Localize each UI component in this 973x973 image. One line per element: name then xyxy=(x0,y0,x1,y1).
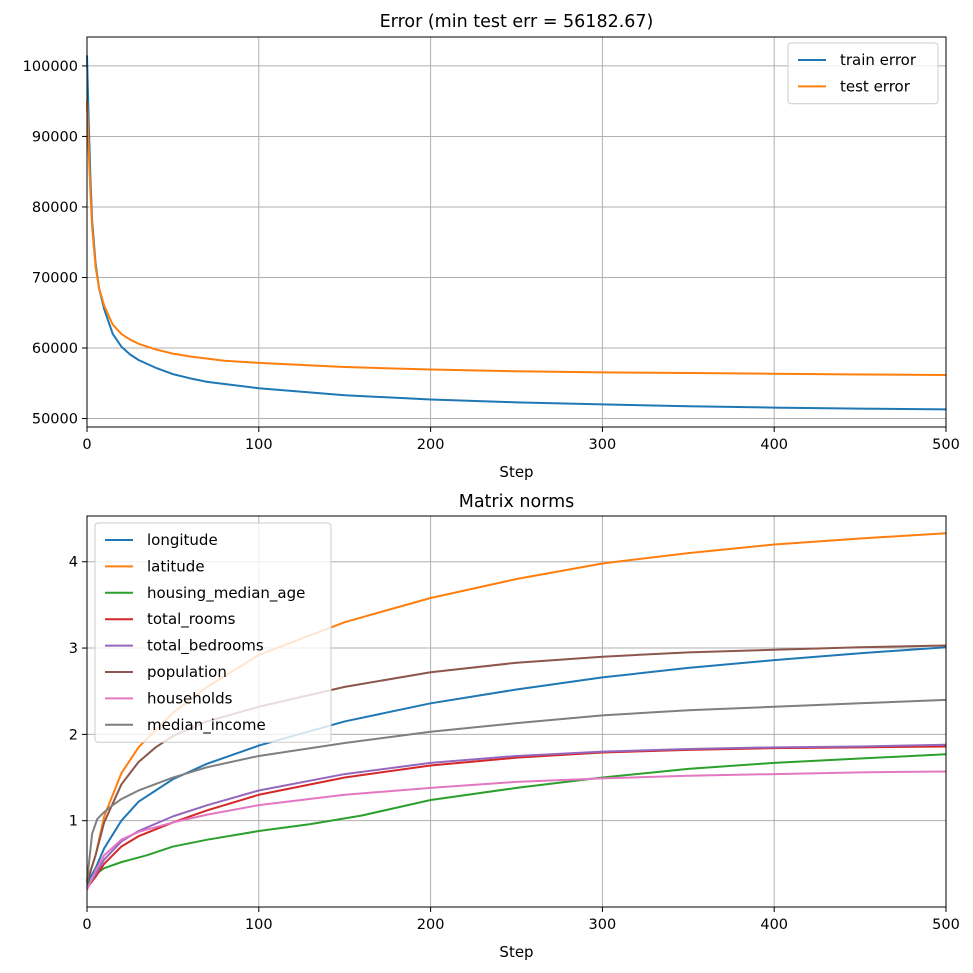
error-chart-legend: train error test error xyxy=(787,42,939,105)
legend-label: longitude xyxy=(147,531,218,549)
x-tick-label: 400 xyxy=(760,917,788,933)
matrix-norms-chart: Matrix norms 0 100 200 300 400 500 1 2 3 4 Step l… xyxy=(69,492,960,961)
y-tick-label: 90000 xyxy=(32,129,78,145)
legend-label: latitude xyxy=(147,557,205,575)
y-tick-label: 80000 xyxy=(32,200,78,216)
x-tick-label: 200 xyxy=(417,437,445,453)
y-tick-label: 50000 xyxy=(32,412,78,428)
legend-label: housing_median_age xyxy=(147,584,305,603)
y-tick-label: 3 xyxy=(69,641,78,657)
legend-box xyxy=(94,522,332,743)
x-tick-label: 500 xyxy=(932,917,960,933)
series-line-total-bedrooms xyxy=(86,743,947,889)
matrix-norms-chart-title: Matrix norms xyxy=(459,492,575,512)
x-tick-label: 500 xyxy=(932,437,960,453)
matrix-norms-chart-ticks: 0 100 200 300 400 500 1 2 3 4 xyxy=(69,555,960,933)
x-tick-label: 300 xyxy=(589,437,617,453)
x-tick-label: 400 xyxy=(760,437,788,453)
series-line-housing-median-age xyxy=(86,753,947,887)
y-tick-label: 70000 xyxy=(32,270,78,286)
y-tick-label: 4 xyxy=(69,555,78,571)
legend-box xyxy=(787,42,939,105)
error-chart: Error (min test err = 56182.67) 0 100 200 3… xyxy=(23,12,960,481)
y-tick-label: 1 xyxy=(69,814,78,830)
y-tick-label: 100000 xyxy=(23,59,78,75)
legend-label: total_rooms xyxy=(147,610,236,629)
matrix-norms-chart-legend: longitude latitude housing_median_agetotal… xyxy=(94,522,332,743)
matrix-norms-chart-frame xyxy=(86,515,947,908)
legend-label: train error xyxy=(840,51,917,69)
y-tick-label: 60000 xyxy=(32,341,78,357)
legend-label: households xyxy=(147,689,233,707)
x-tick-label: 100 xyxy=(245,917,273,933)
legend-label: total_bedrooms xyxy=(147,637,264,656)
series-line-total-rooms xyxy=(86,745,947,889)
matrix-norms-chart-xlabel: Step xyxy=(499,943,533,961)
legend-label: median_income xyxy=(147,716,266,735)
x-tick-label: 0 xyxy=(82,917,91,933)
error-chart-xlabel: Step xyxy=(499,463,533,481)
x-tick-label: 100 xyxy=(245,437,273,453)
series-line-households xyxy=(86,770,947,891)
series-line-train error xyxy=(86,55,947,411)
series-line-median-income xyxy=(86,698,947,882)
legend-label: test error xyxy=(840,77,911,95)
x-tick-label: 0 xyxy=(82,437,91,453)
error-chart-frame xyxy=(86,36,947,428)
series-line-test error xyxy=(86,101,947,376)
error-chart-ticks: 0 100 200 300 400 500 50000 60000 70000 80000 9000… xyxy=(23,59,960,453)
x-tick-label: 300 xyxy=(589,917,617,933)
x-tick-label: 200 xyxy=(417,917,445,933)
y-tick-label: 2 xyxy=(69,727,78,743)
error-chart-title: Error (min test err = 56182.67) xyxy=(380,12,654,32)
legend-label: population xyxy=(147,663,227,681)
error-chart-lines xyxy=(86,55,947,411)
